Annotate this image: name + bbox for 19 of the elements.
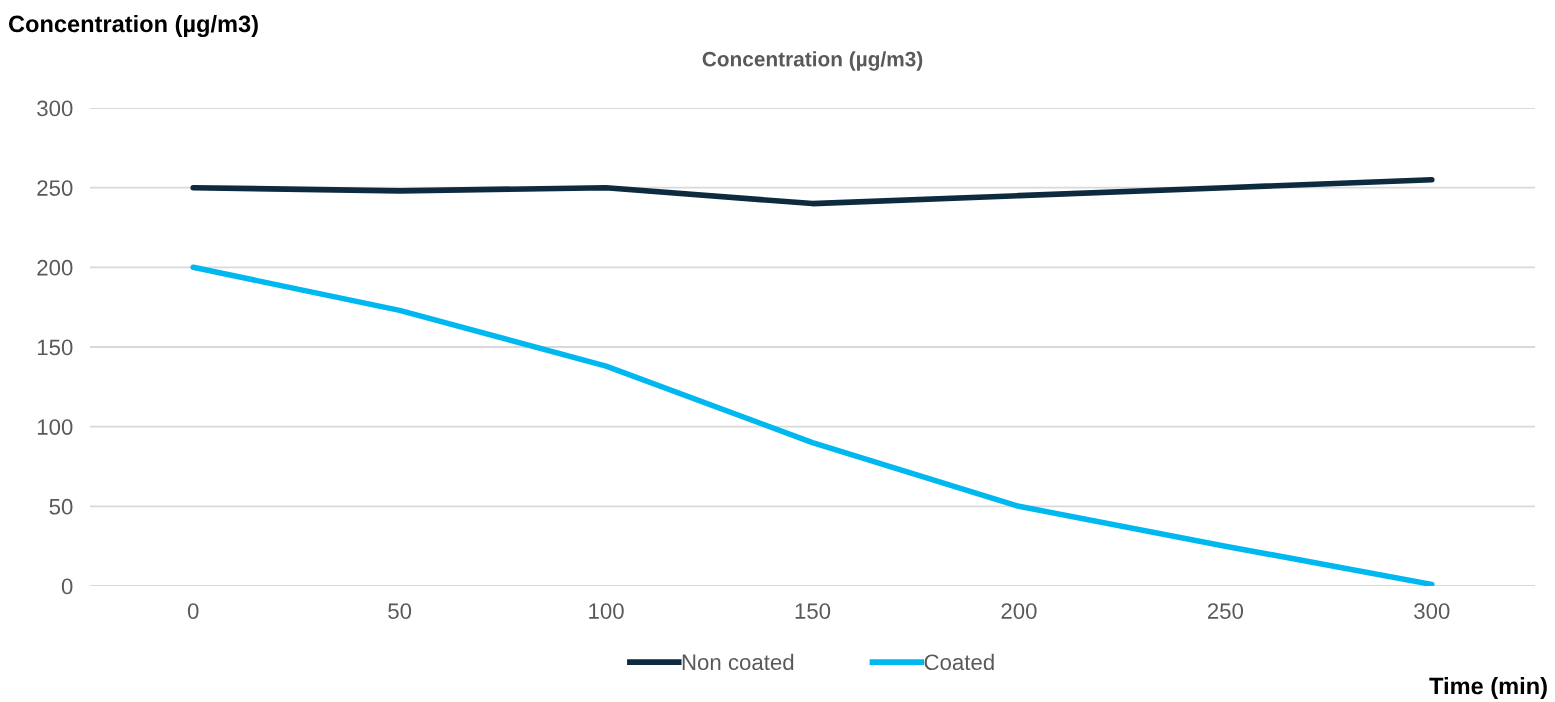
x-tick-label: 50 bbox=[388, 603, 412, 619]
y-axis-title: Concentration (µg/m3) bbox=[8, 14, 258, 38]
x-tick-label: 0 bbox=[187, 603, 199, 619]
y-tick-label: 300 bbox=[37, 100, 73, 117]
x-tick-label: 100 bbox=[589, 603, 624, 619]
x-tick-label: 300 bbox=[1414, 603, 1450, 619]
y-tick-label: 150 bbox=[37, 339, 73, 356]
x-tick-label: 200 bbox=[1001, 603, 1037, 619]
y-tick-label: 50 bbox=[49, 498, 73, 515]
chart-title: Concentration (µg/m3) bbox=[702, 51, 923, 71]
y-tick-label: 250 bbox=[37, 180, 73, 196]
y-tick-label: 0 bbox=[61, 578, 73, 595]
x-axis-title: Time (min) bbox=[1429, 676, 1547, 700]
legend-label: Coated bbox=[924, 653, 994, 671]
y-tick-label: 100 bbox=[37, 419, 73, 435]
legend-label: Non coated bbox=[682, 653, 794, 671]
x-tick-label: 150 bbox=[795, 603, 831, 619]
y-tick-label: 200 bbox=[37, 259, 73, 276]
x-tick-label: 250 bbox=[1207, 603, 1244, 619]
